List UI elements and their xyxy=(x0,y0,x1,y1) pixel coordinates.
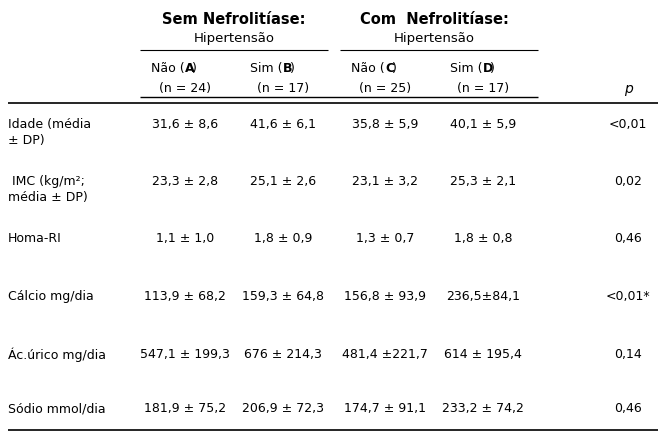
Text: ± DP): ± DP) xyxy=(8,134,45,147)
Text: 25,1 ± 2,6: 25,1 ± 2,6 xyxy=(250,175,316,188)
Text: Não (: Não ( xyxy=(351,62,385,75)
Text: 159,3 ± 64,8: 159,3 ± 64,8 xyxy=(242,290,324,303)
Text: Homa-RI: Homa-RI xyxy=(8,232,62,245)
Text: 35,8 ± 5,9: 35,8 ± 5,9 xyxy=(352,118,418,131)
Text: (n = 24): (n = 24) xyxy=(159,82,211,95)
Text: ): ) xyxy=(392,62,397,75)
Text: 181,9 ± 75,2: 181,9 ± 75,2 xyxy=(144,402,226,415)
Text: 41,6 ± 6,1: 41,6 ± 6,1 xyxy=(250,118,316,131)
Text: 547,1 ± 199,3: 547,1 ± 199,3 xyxy=(140,348,230,361)
Text: 23,3 ± 2,8: 23,3 ± 2,8 xyxy=(152,175,218,188)
Text: 1,8 ± 0,9: 1,8 ± 0,9 xyxy=(254,232,312,245)
Text: (n = 17): (n = 17) xyxy=(457,82,509,95)
Text: 676 ± 214,3: 676 ± 214,3 xyxy=(244,348,322,361)
Text: 614 ± 195,4: 614 ± 195,4 xyxy=(444,348,522,361)
Text: 1,1 ± 1,0: 1,1 ± 1,0 xyxy=(156,232,214,245)
Text: (n = 25): (n = 25) xyxy=(359,82,411,95)
Text: 25,3 ± 2,1: 25,3 ± 2,1 xyxy=(450,175,516,188)
Text: IMC (kg/m²;: IMC (kg/m²; xyxy=(8,175,85,188)
Text: Com  Nefrolitíase:: Com Nefrolitíase: xyxy=(360,12,509,27)
Text: 0,02: 0,02 xyxy=(614,175,642,188)
Text: A: A xyxy=(185,62,194,75)
Text: Não (: Não ( xyxy=(151,62,185,75)
Text: Sem Nefrolitíase:: Sem Nefrolitíase: xyxy=(162,12,306,27)
Text: 0,46: 0,46 xyxy=(614,232,642,245)
Text: D: D xyxy=(483,62,493,75)
Text: ): ) xyxy=(192,62,197,75)
Text: 40,1 ± 5,9: 40,1 ± 5,9 xyxy=(450,118,516,131)
Text: 31,6 ± 8,6: 31,6 ± 8,6 xyxy=(152,118,218,131)
Text: <0,01: <0,01 xyxy=(609,118,647,131)
Text: 23,1 ± 3,2: 23,1 ± 3,2 xyxy=(352,175,418,188)
Text: Hipertensão: Hipertensão xyxy=(393,32,474,45)
Text: 206,9 ± 72,3: 206,9 ± 72,3 xyxy=(242,402,324,415)
Text: C: C xyxy=(385,62,394,75)
Text: 1,8 ± 0,8: 1,8 ± 0,8 xyxy=(454,232,513,245)
Text: 1,3 ± 0,7: 1,3 ± 0,7 xyxy=(356,232,414,245)
Text: Sim (: Sim ( xyxy=(450,62,483,75)
Text: ): ) xyxy=(290,62,295,75)
Text: 0,46: 0,46 xyxy=(614,402,642,415)
Text: Cálcio mg/dia: Cálcio mg/dia xyxy=(8,290,94,303)
Text: 233,2 ± 74,2: 233,2 ± 74,2 xyxy=(442,402,524,415)
Text: Idade (média: Idade (média xyxy=(8,118,91,131)
Text: 174,7 ± 91,1: 174,7 ± 91,1 xyxy=(344,402,426,415)
Text: Hipertensão: Hipertensão xyxy=(194,32,275,45)
Text: 0,14: 0,14 xyxy=(614,348,642,361)
Text: p: p xyxy=(624,82,632,96)
Text: Sódio mmol/dia: Sódio mmol/dia xyxy=(8,402,106,415)
Text: Sim (: Sim ( xyxy=(251,62,283,75)
Text: ): ) xyxy=(490,62,495,75)
Text: média ± DP): média ± DP) xyxy=(8,191,88,204)
Text: Ác.úrico mg/dia: Ác.úrico mg/dia xyxy=(8,348,106,363)
Text: 113,9 ± 68,2: 113,9 ± 68,2 xyxy=(144,290,226,303)
Text: 236,5±84,1: 236,5±84,1 xyxy=(446,290,520,303)
Text: 156,8 ± 93,9: 156,8 ± 93,9 xyxy=(344,290,426,303)
Text: 481,4 ±221,7: 481,4 ±221,7 xyxy=(342,348,428,361)
Text: (n = 17): (n = 17) xyxy=(257,82,309,95)
Text: <0,01*: <0,01* xyxy=(606,290,651,303)
Text: B: B xyxy=(283,62,293,75)
